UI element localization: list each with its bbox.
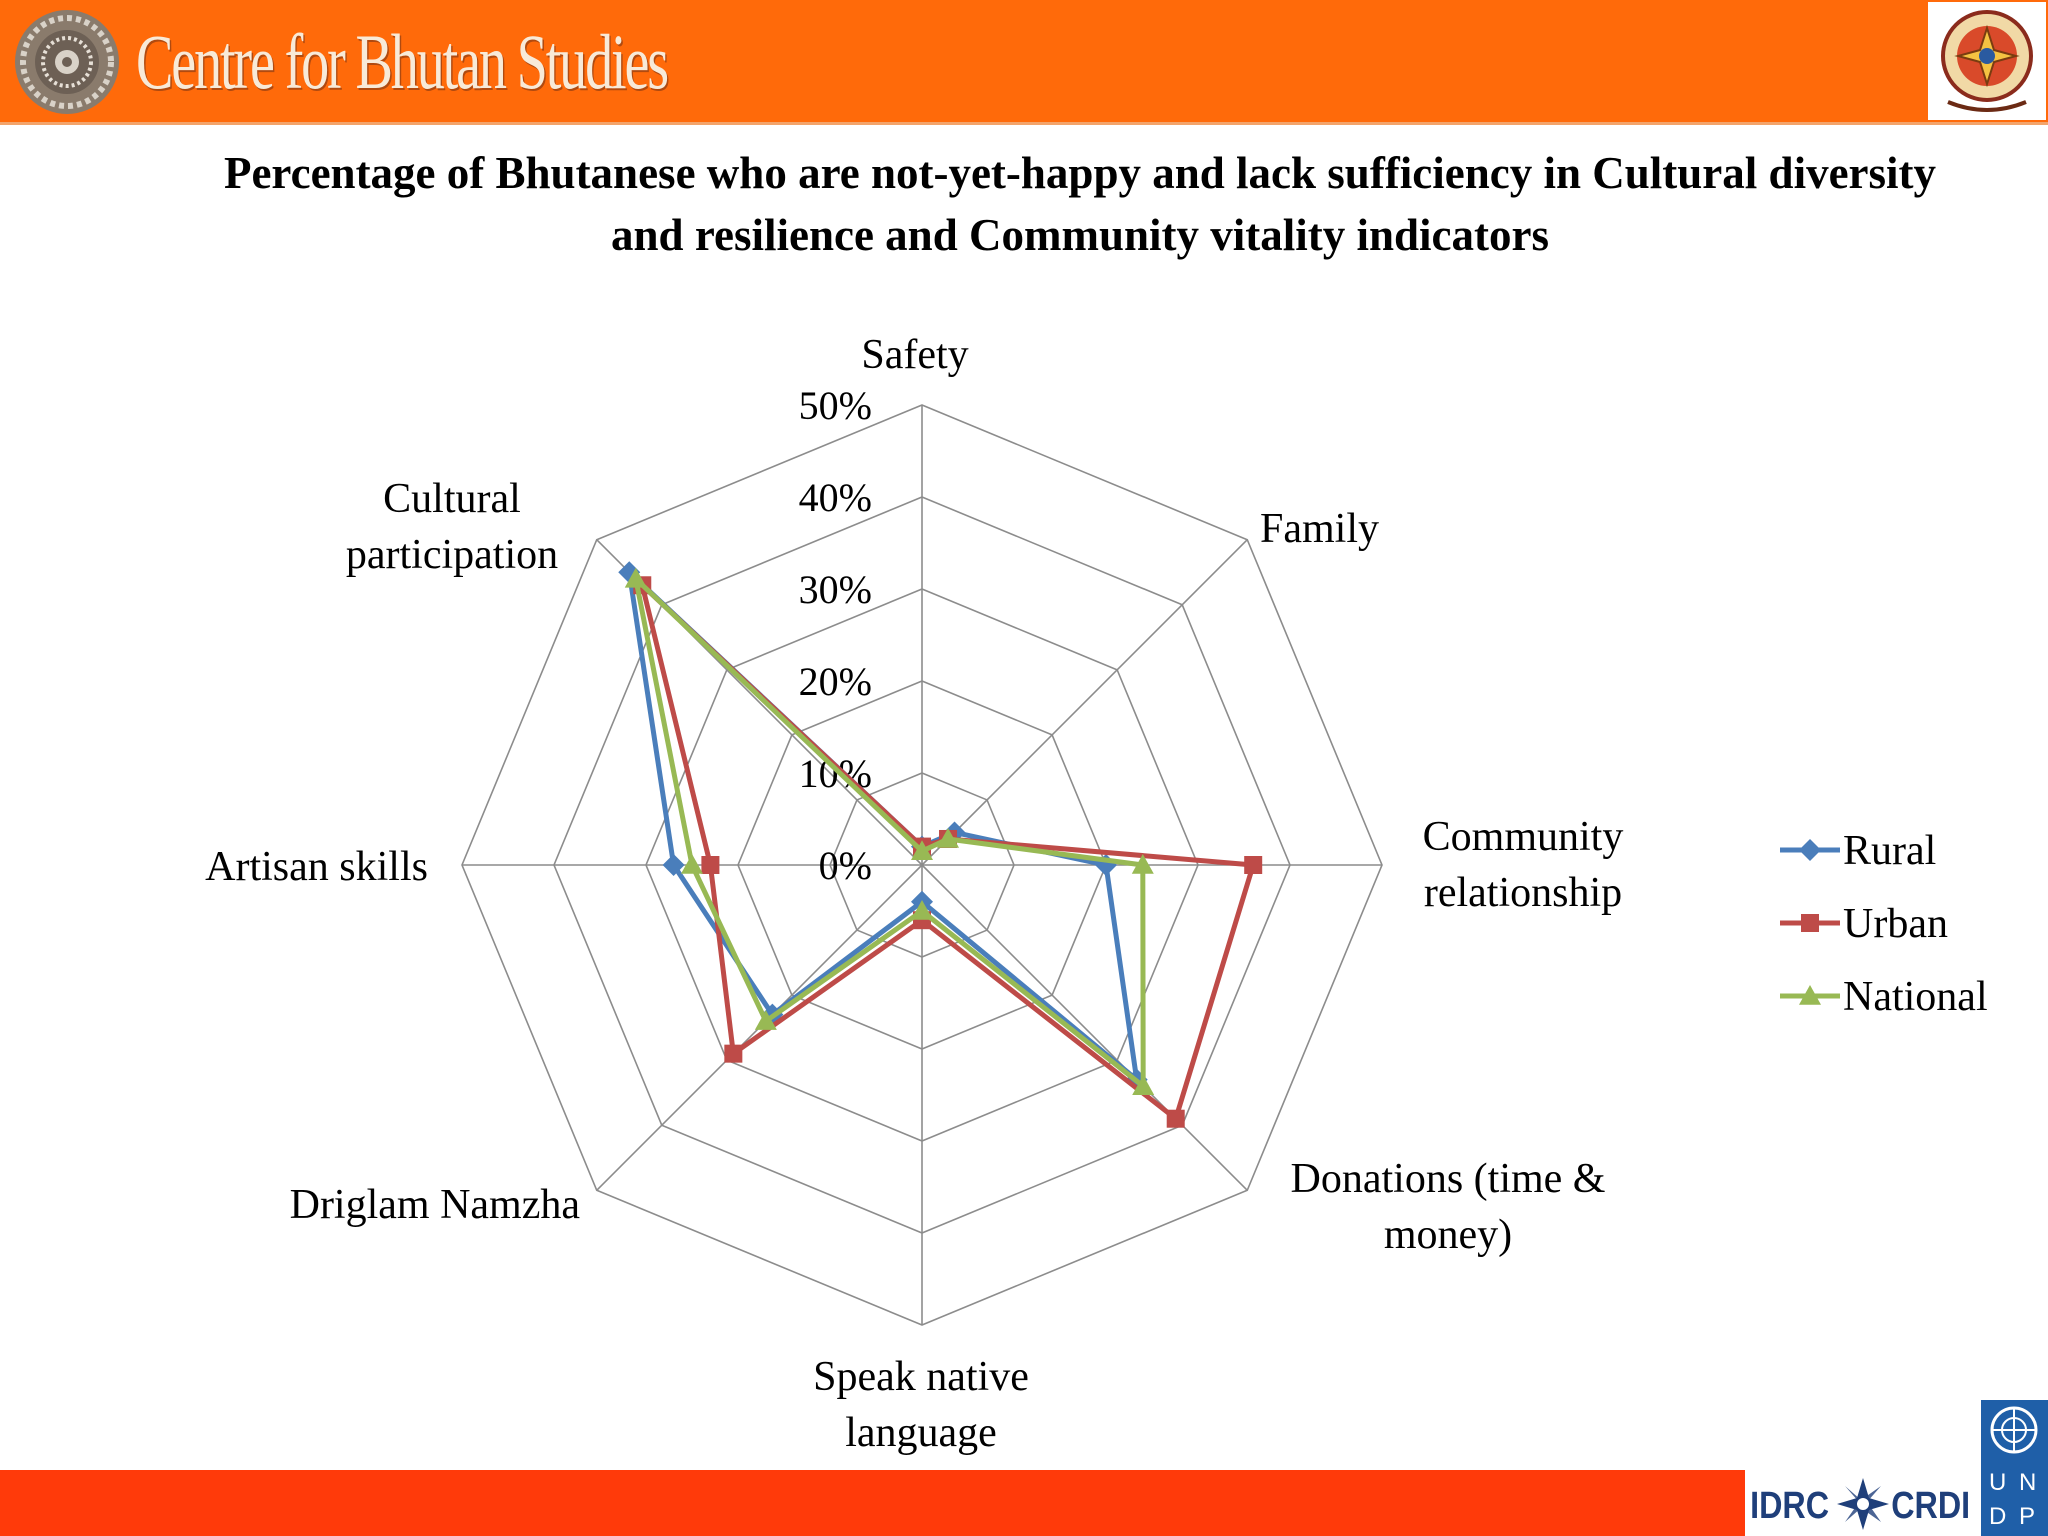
category-label: Community relationship xyxy=(1423,814,1624,916)
idrc-star-icon xyxy=(1837,1478,1889,1530)
legend-marker xyxy=(1799,985,1821,1005)
series-national xyxy=(624,567,1155,1095)
footer-bar xyxy=(0,1470,1745,1536)
data-point xyxy=(724,1044,743,1063)
legend-item: Rural xyxy=(1780,828,1936,874)
data-point xyxy=(911,900,933,920)
legend-label: National xyxy=(1843,974,1988,1020)
chart-title: Percentage of Bhutanese who are not-yet-… xyxy=(223,148,1937,260)
tick-label: 30% xyxy=(799,567,872,612)
undp-letter: U xyxy=(1989,1469,2006,1496)
grid-spoke xyxy=(921,864,1248,1191)
legend-label: Urban xyxy=(1843,901,1948,947)
data-point xyxy=(1132,1075,1155,1095)
undp-letter: P xyxy=(2019,1503,2035,1530)
data-point xyxy=(937,827,960,848)
data-point xyxy=(1166,1109,1185,1128)
legend-item: National xyxy=(1780,974,1988,1020)
idrc-logo: IDRC CRDI xyxy=(1745,1470,1981,1536)
tick-label: 40% xyxy=(799,475,872,520)
legend-marker xyxy=(1799,839,1821,861)
legend-label: Rural xyxy=(1843,828,1936,874)
data-point xyxy=(701,856,720,874)
category-label: Safety xyxy=(861,332,968,378)
un-emblem-icon xyxy=(1990,1406,2038,1454)
data-point xyxy=(911,840,933,860)
data-point xyxy=(624,567,647,588)
header-divider xyxy=(0,122,2048,125)
brand-title: Centre for Bhutan Studies xyxy=(136,18,669,105)
header-bar: Centre for Bhutan Studies xyxy=(0,0,2048,122)
crdi-text: CRDI xyxy=(1891,1485,1970,1527)
data-point xyxy=(681,854,703,874)
data-point xyxy=(662,854,685,876)
tick-label: 0% xyxy=(819,843,872,888)
dharma-wheel-icon xyxy=(15,10,119,114)
bhutan-emblem-icon xyxy=(1928,2,2046,120)
tick-label: 50% xyxy=(799,383,872,428)
data-point xyxy=(754,1010,777,1030)
legend-marker xyxy=(1801,914,1819,932)
category-label: Artisan skills xyxy=(205,844,428,890)
legend-item: Urban xyxy=(1780,901,1948,947)
grid-spoke xyxy=(921,539,1248,866)
undp-letter: N xyxy=(2019,1469,2036,1496)
category-label: Cultural participation xyxy=(346,476,558,578)
category-label: Donations (time & money) xyxy=(1291,1156,1606,1258)
data-point xyxy=(1244,856,1263,874)
category-label: Speak native language xyxy=(813,1354,1029,1456)
idrc-text: IDRC xyxy=(1750,1485,1829,1527)
undp-logo: U N D P xyxy=(1981,1400,2048,1536)
data-point xyxy=(1131,854,1154,874)
tick-label: 20% xyxy=(799,659,872,704)
category-label: Family xyxy=(1260,506,1379,552)
category-label: Driglam Namzha xyxy=(290,1182,581,1228)
undp-letter: D xyxy=(1989,1503,2006,1530)
series-urban xyxy=(633,576,1263,1128)
